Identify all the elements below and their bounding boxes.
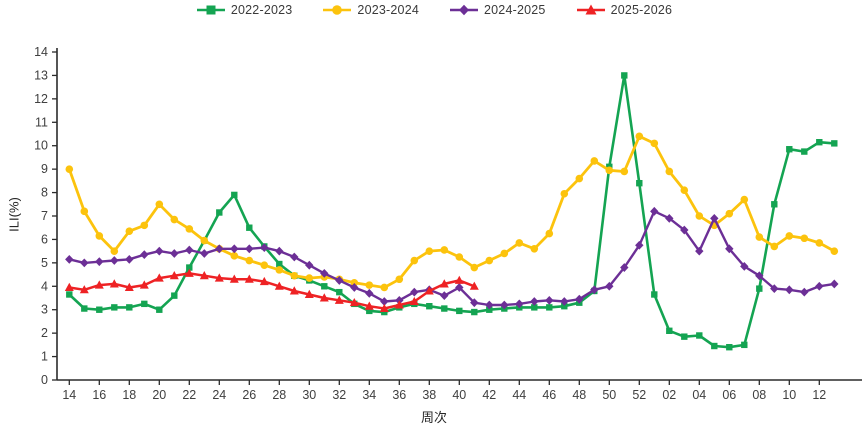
legend-item-2024-2025[interactable]: 2024-2025 — [449, 3, 546, 17]
series-2025-2026 — [64, 268, 479, 313]
y-tick-label: 7 — [41, 209, 48, 223]
y-tick-label: 13 — [34, 68, 48, 82]
x-tick-label: 26 — [242, 388, 256, 402]
x-tick-label: 52 — [632, 388, 646, 402]
x-tick-label: 18 — [122, 388, 136, 402]
y-tick-label: 0 — [41, 373, 48, 387]
y-tick-label: 12 — [34, 92, 48, 106]
legend-item-2025-2026[interactable]: 2025-2026 — [576, 3, 673, 17]
x-tick-label: 44 — [512, 388, 526, 402]
series-2024-2025 — [65, 206, 839, 310]
x-tick-label: 06 — [722, 388, 736, 402]
x-tick-label: 28 — [272, 388, 286, 402]
x-tick-label: 32 — [332, 388, 346, 402]
x-axis-title: 周次 — [420, 410, 447, 425]
x-tick-label: 08 — [752, 388, 766, 402]
legend-label: 2022-2023 — [230, 3, 293, 17]
y-tick-label: 9 — [41, 162, 48, 176]
x-tick-label: 38 — [422, 388, 436, 402]
x-tick-label: 34 — [362, 388, 376, 402]
y-tick-label: 1 — [41, 350, 48, 364]
x-tick-label: 14 — [62, 388, 76, 402]
x-tick-label: 20 — [152, 388, 166, 402]
y-tick-label: 6 — [41, 232, 48, 246]
legend-item-2022-2023[interactable]: 2022-2023 — [196, 3, 293, 17]
x-tick-label: 40 — [452, 388, 466, 402]
y-tick-label: 10 — [34, 139, 48, 153]
x-tick-label: 12 — [812, 388, 826, 402]
x-tick-label: 04 — [692, 388, 706, 402]
y-tick-label: 4 — [41, 279, 48, 293]
x-tick-label: 24 — [212, 388, 226, 402]
x-tick-label: 48 — [572, 388, 586, 402]
legend-square-marker-icon — [196, 5, 225, 15]
series-2022-2023 — [66, 72, 838, 351]
legend-triangle-marker-icon — [576, 4, 605, 15]
x-tick-label: 02 — [662, 388, 676, 402]
y-tick-label: 8 — [41, 186, 48, 200]
y-tick-label: 3 — [41, 303, 48, 317]
legend-circle-marker-icon — [323, 5, 352, 15]
y-tick-label: 2 — [41, 326, 48, 340]
x-tick-label: 42 — [482, 388, 496, 402]
legend-item-2023-2024[interactable]: 2023-2024 — [322, 3, 419, 17]
y-axis-title: ILI(%) — [6, 197, 22, 232]
x-tick-label: 30 — [302, 388, 316, 402]
x-tick-label: 10 — [782, 388, 796, 402]
legend-label: 2025-2026 — [610, 3, 673, 17]
y-tick-label: 11 — [35, 115, 48, 129]
x-tick-label: 22 — [182, 388, 196, 402]
series-2023-2024 — [65, 132, 839, 292]
legend: 2022-2023 2023-2024 2024-2025 2025-2026 — [0, 1, 868, 19]
legend-label: 2023-2024 — [357, 3, 419, 17]
y-tick-label: 14 — [34, 45, 48, 59]
legend-label: 2024-2025 — [484, 3, 546, 17]
x-tick-label: 36 — [392, 388, 406, 402]
legend-diamond-marker-icon — [450, 4, 478, 16]
x-tick-label: 16 — [92, 388, 106, 402]
y-tick-label: 5 — [41, 256, 48, 270]
x-tick-label: 50 — [602, 388, 616, 402]
x-tick-label: 46 — [542, 388, 556, 402]
